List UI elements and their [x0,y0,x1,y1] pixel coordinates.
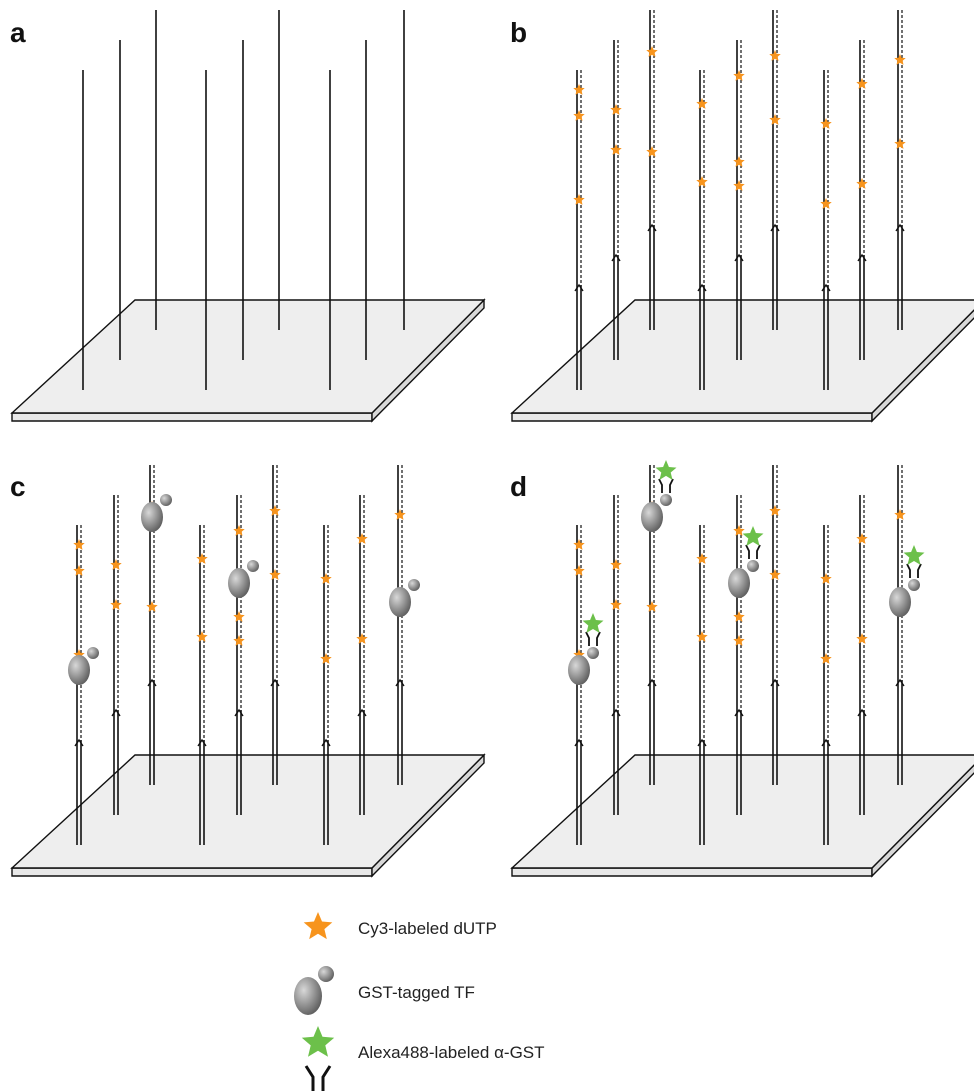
figure: a b c d Cy3-labeled dUTP GST-tagged TF A… [0,0,974,1091]
star [733,525,744,536]
star [733,635,744,646]
antibody [746,545,760,559]
star [856,533,867,544]
star [769,50,780,61]
star [696,553,707,564]
gst-tf [68,655,90,685]
star [769,505,780,516]
star [820,573,831,584]
star [646,46,657,57]
legend-text: Cy3-labeled dUTP [358,919,497,938]
star [610,144,621,155]
star [302,1026,334,1057]
legend-text: GST-tagged TF [358,983,475,1002]
plate-side [12,413,372,421]
star [733,180,744,191]
plate-side [512,868,872,876]
gst-tag [587,647,599,659]
legend-gst [294,977,322,1015]
star [610,599,621,610]
legend-text: Alexa488-labeled α-GST [358,1043,545,1062]
star [820,118,831,129]
star [610,104,621,115]
gst-tf [389,587,411,617]
star [573,565,584,576]
antibody [586,632,600,646]
star [573,110,584,121]
plate-side [512,413,872,421]
gst-tag [660,494,672,506]
star [894,54,905,65]
star [573,539,584,550]
star [733,156,744,167]
star [320,653,331,664]
star [610,559,621,570]
panel-label: b [510,17,527,48]
star [769,114,780,125]
star [733,70,744,81]
panel-label: c [10,471,26,502]
legend-gst-tag [318,966,334,982]
star [573,84,584,95]
star [820,198,831,209]
star [656,460,677,480]
star [110,599,121,610]
star [269,505,280,516]
plate-side [12,868,372,876]
star [894,509,905,520]
antibody [907,564,921,578]
star [894,138,905,149]
star [196,553,207,564]
star [73,565,84,576]
star [320,573,331,584]
star [269,569,280,580]
star [904,545,925,565]
star [110,559,121,570]
star [583,613,604,633]
star [733,611,744,622]
star [233,525,244,536]
gst-tf [889,587,911,617]
gst-tag [408,579,420,591]
star [856,178,867,189]
star [233,635,244,646]
gst-tag [247,560,259,572]
gst-tf [141,502,163,532]
star [646,601,657,612]
panel-label: d [510,471,527,502]
star [73,539,84,550]
gst-tf [568,655,590,685]
legend-antibody [306,1066,330,1091]
star [356,533,367,544]
star [233,611,244,622]
gst-tf [228,568,250,598]
panel-label: a [10,17,26,48]
gst-tf [641,502,663,532]
star [696,176,707,187]
gst-tf [728,568,750,598]
star [394,509,405,520]
antibody [659,479,673,493]
star [856,633,867,644]
plate [12,755,484,868]
gst-tag [747,560,759,572]
star [304,912,333,939]
star [356,633,367,644]
star [769,569,780,580]
star [820,653,831,664]
star [856,78,867,89]
star [196,631,207,642]
star [573,194,584,205]
star [696,631,707,642]
star [696,98,707,109]
gst-tag [908,579,920,591]
star [743,526,764,546]
gst-tag [160,494,172,506]
star [146,601,157,612]
gst-tag [87,647,99,659]
star [646,146,657,157]
